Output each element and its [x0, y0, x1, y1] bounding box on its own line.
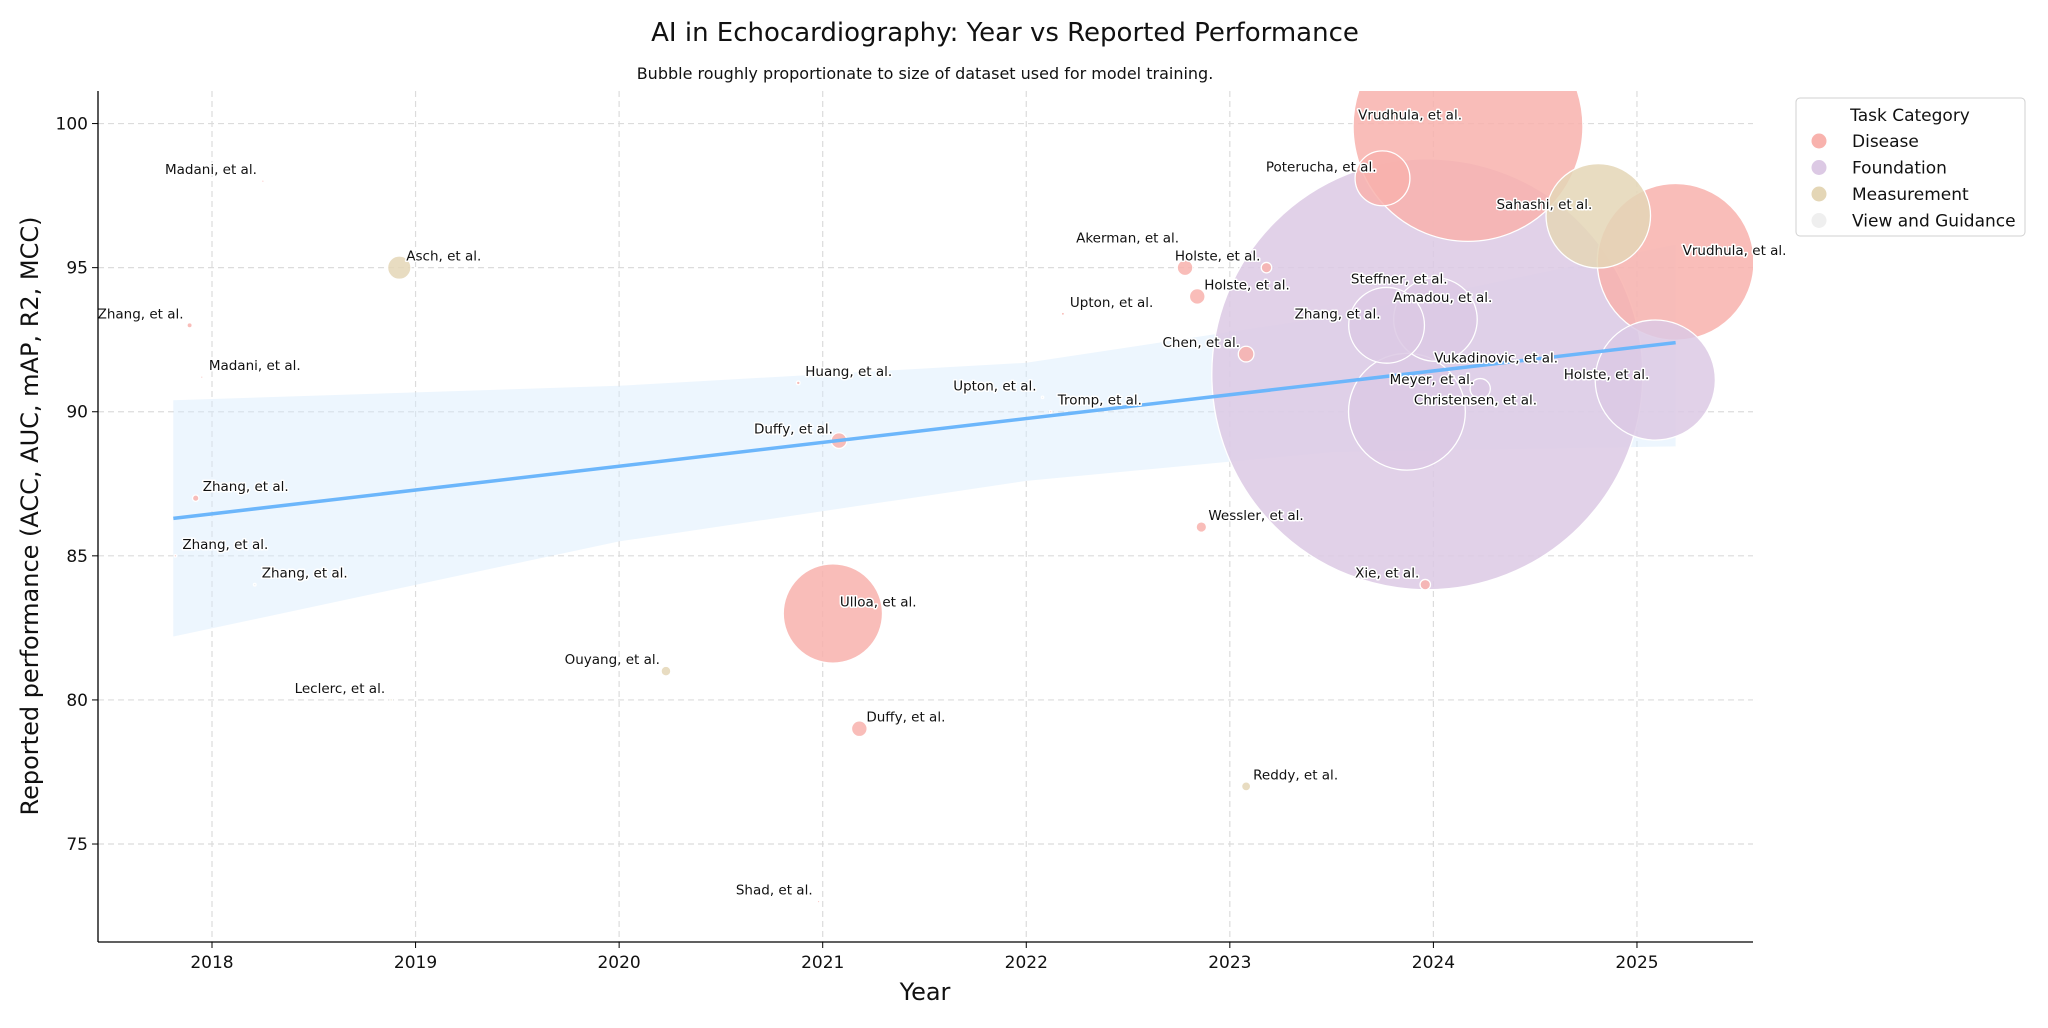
point-label: Christensen, et al. — [1414, 393, 1537, 409]
y-tick-label: 85 — [66, 547, 88, 567]
point-label: Zhang, et al. — [182, 537, 268, 553]
point-label: Holste, et al. — [1175, 249, 1261, 265]
bubble-point — [389, 698, 393, 702]
y-tick-label: 95 — [66, 259, 88, 279]
point-label: Holste, et al. — [1204, 277, 1290, 293]
bubble-point — [386, 255, 412, 280]
bubble-point — [1240, 781, 1252, 792]
legend-entry-label: Foundation — [1852, 159, 1947, 179]
y-tick-label: 90 — [66, 403, 88, 423]
bubble-point — [186, 322, 193, 329]
legend-box — [1795, 97, 2026, 237]
bubble-point — [1545, 162, 1652, 269]
x-tick-label: 2018 — [190, 953, 233, 973]
point-label: Amadou, et al. — [1393, 290, 1492, 306]
bubble-point — [1260, 261, 1273, 274]
point-label: Akerman, et al. — [1076, 231, 1179, 247]
bubble-point — [1060, 311, 1066, 317]
y-tick-label: 75 — [66, 835, 88, 855]
point-label: Madani, et al. — [165, 162, 257, 178]
point-label: Meyer, et al. — [1390, 372, 1475, 388]
bubble-point — [1048, 409, 1053, 414]
bubble-point — [1354, 150, 1411, 207]
bubble-point — [782, 563, 884, 664]
point-label: Duffy, et al. — [866, 710, 945, 726]
bubble-point — [850, 720, 868, 738]
x-tick-label: 2023 — [1208, 953, 1251, 973]
legend-title: Task Category — [1849, 106, 1970, 126]
point-labels: Madani, et al. Zhang, et al. Madani, et al… — [96, 106, 1788, 900]
point-label: Huang, et al. — [805, 364, 892, 380]
bubble-point — [816, 899, 821, 904]
point-label: Ouyang, et al. — [565, 652, 660, 668]
point-label: Upton, et al. — [953, 378, 1036, 394]
point-label: Zhang, et al. — [203, 479, 289, 495]
y-tick-label: 100 — [56, 115, 88, 135]
bubble-point — [1176, 259, 1194, 277]
point-label: Holste, et al. — [1564, 367, 1650, 383]
legend-entry-label: Disease — [1852, 132, 1919, 152]
y-tick-label: 80 — [66, 691, 88, 711]
y-axis-label: Reported performance (ACC, AUC, mAP, R2,… — [16, 217, 44, 816]
x-axis-label: Year — [899, 978, 951, 1006]
chart-title: AI in Echocardiography: Year vs Reported… — [651, 18, 1359, 48]
x-tick-label: 2021 — [801, 953, 844, 973]
bubble-point — [1352, 91, 1584, 242]
point-label: Shad, et al. — [736, 883, 813, 899]
point-label: Poterucha, et al. — [1266, 159, 1377, 175]
legend-marker — [1811, 133, 1827, 149]
bubble-point — [261, 179, 265, 184]
point-label: Zhang, et al. — [262, 566, 348, 582]
bubble-point — [1441, 294, 1446, 299]
legend-marker — [1811, 213, 1827, 228]
legend-marker — [1811, 160, 1827, 175]
point-label: Tromp, et al. — [1057, 393, 1142, 409]
bubble-point — [660, 665, 672, 677]
legend-entry-label: Measurement — [1852, 185, 1969, 205]
point-label: Madani, et al. — [209, 358, 301, 374]
x-tick-label: 2024 — [1412, 953, 1455, 973]
bubble-point — [1188, 287, 1206, 305]
point-label: Chen, et al. — [1162, 335, 1240, 351]
point-label: Asch, et al. — [406, 249, 481, 265]
bubble-point — [1419, 578, 1432, 591]
bubble-point — [1195, 521, 1208, 533]
point-label: Sahashi, et al. — [1496, 197, 1592, 213]
bubble-point — [199, 375, 204, 380]
point-label: Vrudhula, et al. — [1683, 243, 1787, 259]
x-tick-label: 2020 — [597, 953, 640, 973]
bubble-point — [1469, 377, 1491, 400]
point-label: Steffner, et al. — [1351, 271, 1448, 287]
regression-line — [173, 340, 1676, 521]
legend-entry-label: View and Guidance — [1852, 212, 2016, 232]
point-label: Ulloa, et al. — [840, 594, 917, 610]
chart-subtitle: Bubble roughly proportionate to size of … — [637, 64, 1214, 83]
point-label: Zhang, et al. — [1295, 306, 1381, 322]
legend-marker — [1811, 186, 1827, 202]
point-label: Duffy, et al. — [754, 422, 833, 438]
point-label: Wessler, et al. — [1208, 508, 1303, 524]
legend: Task Category Disease Foundation Measureme… — [1795, 97, 2026, 237]
point-label: Reddy, et al. — [1253, 767, 1338, 783]
point-label: Vrudhula, et al. — [1358, 107, 1462, 123]
x-tick-label: 2022 — [1005, 953, 1048, 973]
point-label: Xie, et al. — [1355, 566, 1419, 582]
bubble-point — [191, 494, 200, 503]
bubbles — [173, 91, 1753, 904]
point-label: Leclerc, et al. — [295, 681, 386, 697]
point-label: Upton, et al. — [1070, 295, 1153, 311]
bubble-point — [1237, 345, 1255, 363]
bubble-point — [1040, 395, 1045, 400]
x-tick-label: 2025 — [1615, 953, 1658, 973]
point-label: Zhang, et al. — [98, 306, 184, 322]
bubble-point — [252, 582, 257, 587]
bubble-point — [795, 380, 801, 386]
bubble-point — [173, 553, 178, 558]
x-tick-label: 2019 — [394, 953, 437, 973]
point-label: Vukadinovic, et al. — [1434, 350, 1558, 366]
bubble-point — [1348, 286, 1426, 364]
